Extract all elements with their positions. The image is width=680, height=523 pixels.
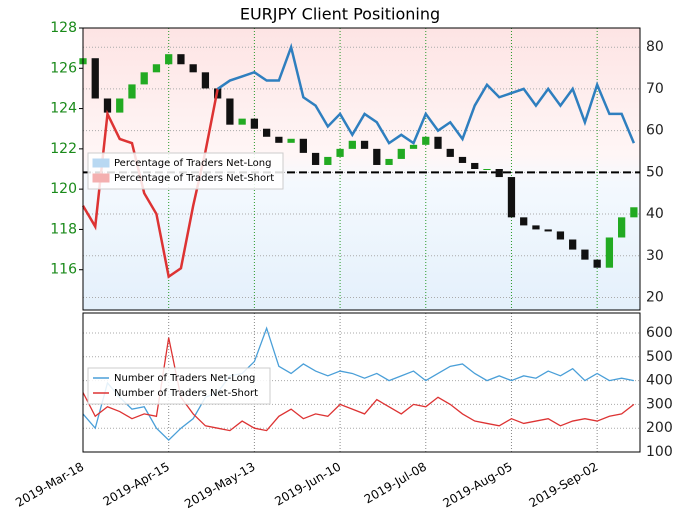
legend-box — [87, 152, 284, 190]
candle — [189, 64, 197, 73]
candle — [348, 140, 356, 149]
candle — [446, 148, 454, 157]
candle — [128, 84, 136, 99]
candle — [471, 162, 479, 169]
legend-label: Number of Traders Net-Short — [114, 388, 258, 399]
candle — [409, 144, 418, 149]
candle — [177, 54, 185, 65]
x-tick-label: 2019-Apr-15 — [101, 460, 172, 509]
candle — [324, 156, 332, 165]
candle — [581, 249, 589, 260]
candle — [385, 158, 393, 165]
y2-tick-label: 20 — [646, 289, 664, 305]
y2-tick-label: 80 — [646, 39, 664, 55]
legend-box — [87, 367, 271, 405]
candle — [116, 98, 124, 113]
y-tick-label: 122 — [50, 141, 77, 157]
candle — [422, 136, 430, 145]
candle — [226, 98, 234, 125]
x-tick-label: 2019-Jul-08 — [362, 460, 429, 507]
legend-label: Percentage of Traders Net-Short — [114, 173, 274, 184]
sentiment-line — [216, 42, 636, 146]
candle — [275, 136, 283, 143]
y2-tick-label: 400 — [646, 373, 673, 389]
candle — [495, 169, 503, 178]
candle — [507, 177, 516, 218]
candle — [140, 72, 148, 85]
candle — [262, 128, 271, 137]
candle — [605, 237, 614, 268]
legend-label: Percentage of Traders Net-Long — [114, 158, 272, 169]
y2-tick-label: 40 — [646, 206, 664, 222]
candle — [152, 64, 161, 73]
y2-tick-label: 30 — [646, 248, 664, 264]
candle — [544, 229, 552, 232]
y-tick-label: 120 — [50, 181, 77, 197]
candle — [299, 138, 307, 153]
y-tick-label: 126 — [50, 60, 77, 76]
x-tick-label: 2019-Jun-10 — [272, 460, 343, 509]
candle — [532, 225, 540, 230]
candle — [238, 118, 246, 125]
candle — [311, 152, 320, 165]
y-tick-label: 124 — [50, 101, 77, 117]
x-tick-label: 2019-Aug-05 — [440, 460, 514, 511]
y2-tick-label: 60 — [646, 123, 664, 139]
count-line — [82, 326, 635, 442]
legend-swatch — [92, 173, 110, 183]
candle — [434, 136, 442, 149]
y2-tick-label: 500 — [646, 349, 673, 365]
sentiment-line — [81, 88, 219, 279]
candle — [336, 148, 344, 157]
candle — [397, 148, 405, 159]
candle — [458, 156, 467, 163]
candle — [520, 217, 528, 226]
candle — [569, 239, 577, 250]
legend-swatch — [92, 158, 110, 168]
x-tick-label: 2019-Mar-18 — [13, 460, 86, 510]
chart-title: EURJPY Client Positioning — [240, 5, 440, 24]
candle — [201, 72, 210, 89]
y2-tick-label: 300 — [646, 396, 673, 412]
y-tick-label: 128 — [50, 20, 77, 36]
candle — [618, 217, 626, 238]
candle — [483, 169, 491, 170]
plot-frame — [82, 312, 641, 453]
y-tick-label: 116 — [50, 262, 77, 278]
candle — [373, 148, 381, 165]
candle — [287, 138, 295, 143]
y2-tick-label: 100 — [646, 444, 673, 460]
candle — [593, 259, 601, 268]
candle — [630, 207, 638, 218]
candle — [556, 231, 565, 240]
y-tick-label: 118 — [50, 221, 77, 237]
candle — [360, 140, 369, 149]
plot-frame — [82, 27, 641, 311]
candle — [103, 98, 112, 113]
x-tick-label: 2019-May-13 — [182, 460, 257, 512]
y2-tick-label: 50 — [646, 164, 664, 180]
candle — [250, 118, 259, 129]
y2-tick-label: 600 — [646, 325, 673, 341]
candle — [91, 58, 99, 99]
y2-tick-label: 200 — [646, 420, 673, 436]
y2-tick-label: 70 — [646, 81, 664, 97]
legend-label: Number of Traders Net-Long — [114, 373, 255, 384]
candle — [165, 54, 173, 65]
x-tick-label: 2019-Sep-02 — [527, 460, 601, 511]
